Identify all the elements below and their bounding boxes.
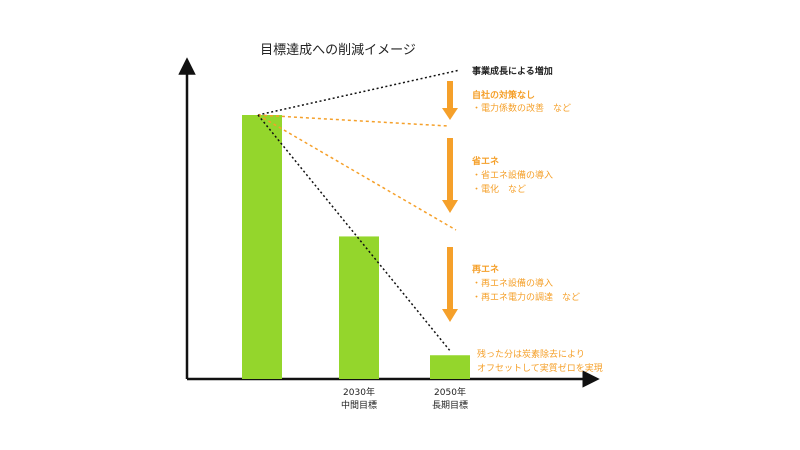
- section3-item: ・再エネ電力の調達 など: [472, 291, 580, 303]
- offset-note-line: オフセットして実質ゼロを実現: [477, 362, 603, 374]
- section2-heading: 省エネ: [471, 155, 499, 167]
- section3-heading: 再エネ: [472, 264, 499, 275]
- no-action-trend-line: [257, 114, 449, 127]
- x-label-2050-target: 長期目標: [432, 399, 468, 411]
- x-label-2050-year: 2050年: [434, 386, 466, 398]
- arrow-down-3-icon: [442, 247, 458, 322]
- net-zero-trend-line: [257, 114, 452, 353]
- bar-current: [242, 115, 282, 379]
- x-label-2030-target: 中間目標: [341, 399, 377, 411]
- arrow-down-2-icon: [442, 138, 458, 213]
- bar-2030: [339, 236, 379, 379]
- diagram-title: 目標達成への削減イメージ: [260, 42, 416, 58]
- arrow-down-1-icon: [442, 81, 458, 120]
- section2-item: ・省エネ設備の導入: [472, 169, 553, 181]
- section1-heading: 自社の対策なし: [472, 89, 535, 101]
- growth-trend-line: [257, 69, 461, 116]
- section3-item: ・再エネ設備の導入: [472, 277, 553, 289]
- growth-label: 事業成長による増加: [472, 65, 553, 77]
- offset-note-line: 残った分は炭素除去により: [477, 348, 585, 360]
- x-label-2030-year: 2030年: [343, 386, 375, 398]
- section1-item: ・電力係数の改善 など: [472, 102, 571, 114]
- energy-saving-trend-line: [257, 114, 457, 231]
- bar-2050: [430, 355, 470, 379]
- section2-item: ・電化 など: [472, 183, 526, 195]
